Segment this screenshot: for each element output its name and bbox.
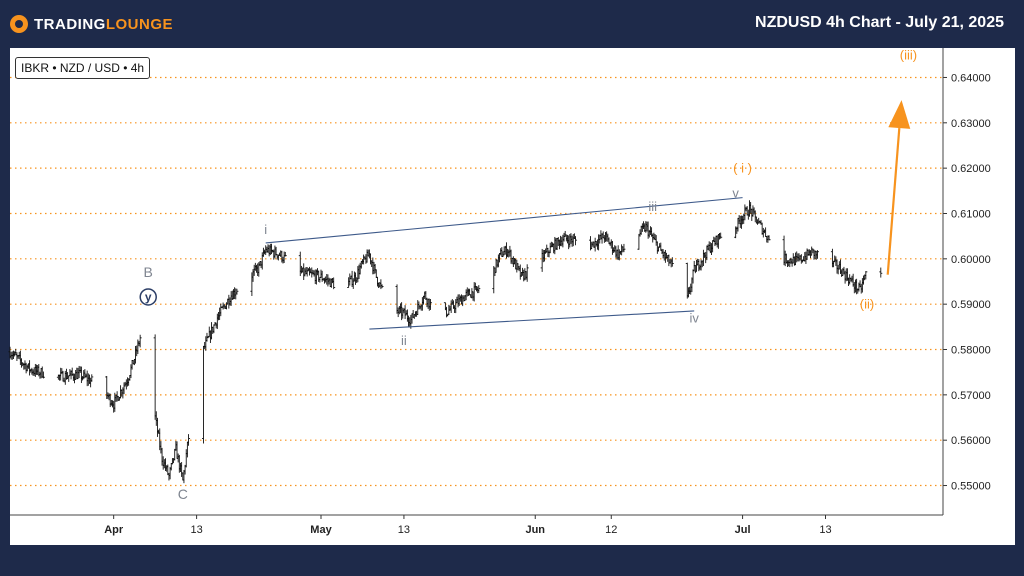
- symbol-badge[interactable]: IBKR • NZD / USD • 4h: [15, 57, 151, 79]
- wave-label-circle: [139, 288, 157, 306]
- x-tick-label: Jul: [735, 524, 751, 536]
- y-tick-label: 0.63000: [951, 118, 991, 130]
- trend-lines: [265, 100, 911, 330]
- x-tick-label: 13: [819, 524, 831, 536]
- x-tick-label: Jun: [525, 524, 545, 536]
- y-tick-label: 0.64000: [951, 72, 991, 84]
- lower-channel-line: [369, 310, 695, 330]
- header-bar: TRADINGLOUNGE NZDUSD 4h Chart - July 21,…: [0, 0, 1024, 48]
- y-tick-label: 0.58000: [951, 345, 991, 357]
- grid-lines: [10, 76, 943, 487]
- y-tick-label: 0.59000: [951, 299, 991, 311]
- y-tick-label: 0.60000: [951, 254, 991, 266]
- y-tick-label: 0.61000: [951, 208, 991, 220]
- brand-logo[interactable]: TRADINGLOUNGE: [10, 13, 173, 35]
- y-tick-label: 0.62000: [951, 163, 991, 175]
- logo-circle-icon: [10, 15, 28, 33]
- x-tick-label: 13: [190, 524, 202, 536]
- y-tick-label: 0.55000: [951, 481, 991, 493]
- x-tick-label: May: [310, 524, 332, 536]
- y-tick-label: 0.57000: [951, 390, 991, 402]
- x-tick-label: 12: [605, 524, 617, 536]
- brand-name: TRADINGLOUNGE: [34, 15, 173, 33]
- wave-label: iv: [690, 310, 700, 325]
- x-tick-label: 13: [398, 524, 410, 536]
- upper-channel-line: [265, 197, 743, 244]
- ohlc-bars: [8, 200, 883, 484]
- wave-label: (ii): [860, 297, 874, 312]
- x-tick-label: Apr: [104, 524, 124, 536]
- wave-label: ( i ): [733, 161, 752, 176]
- projection-arrowhead: [888, 100, 911, 129]
- chart-title: NZDUSD 4h Chart - July 21, 2025: [755, 14, 1004, 31]
- wave-label: i: [264, 222, 267, 237]
- wave-label: iii: [648, 199, 657, 214]
- projection-arrow: [886, 127, 901, 275]
- axes: 0.55000 0.56000 0.57000 0.58000 0.59000 0.600…: [10, 48, 991, 536]
- wave-label: v: [732, 186, 739, 201]
- wave-label: B: [144, 264, 153, 280]
- y-tick-label: 0.56000: [951, 435, 991, 447]
- wave-label: C: [178, 486, 188, 502]
- wave-label: ii: [401, 333, 407, 348]
- wave-label: (iii): [900, 47, 917, 62]
- chart-panel[interactable]: [10, 48, 1015, 545]
- wave-label: y: [145, 290, 152, 304]
